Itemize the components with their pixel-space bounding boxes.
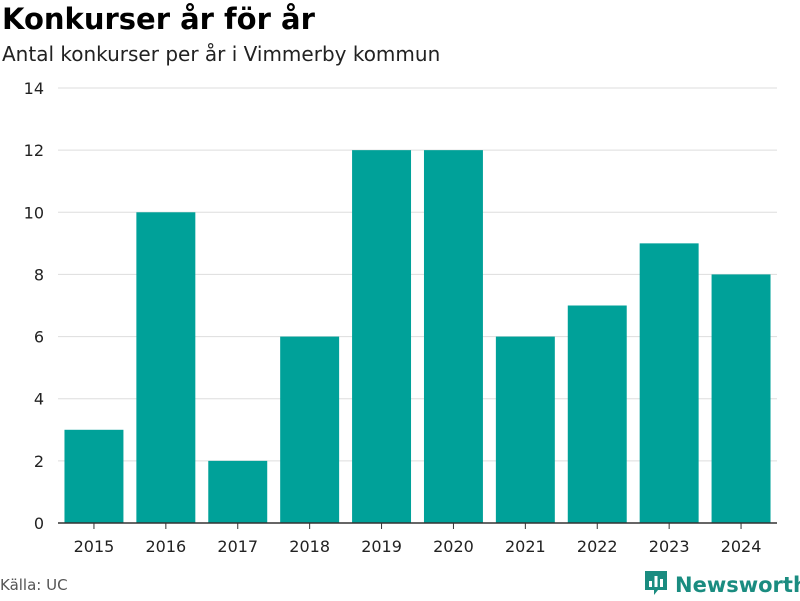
x-tick-label: 2023 — [649, 537, 690, 556]
y-tick-label: 12 — [24, 141, 44, 160]
bar-2021 — [495, 336, 555, 523]
brand-logo: Newsworthy — [643, 569, 800, 601]
bars — [64, 150, 771, 524]
bar-2020 — [423, 150, 483, 523]
x-tick-label: 2020 — [433, 537, 474, 556]
bar-2024 — [711, 274, 771, 523]
x-tick-label: 2018 — [289, 537, 330, 556]
y-tick-label: 10 — [24, 203, 44, 222]
x-tick-label: 2019 — [361, 537, 402, 556]
chart-title: Konkurser år för år — [2, 2, 315, 36]
bar-2015 — [64, 429, 124, 523]
bar-2023 — [639, 243, 699, 523]
x-axis-ticks: 2015 2016 2017 2018 2019 2020 2021 2022 2023 2024 — [74, 523, 762, 556]
x-tick-label: 2024 — [721, 537, 762, 556]
y-axis-ticks: 0 2 4 6 8 10 12 14 — [24, 79, 44, 533]
bar-2019 — [352, 150, 412, 523]
bar-2022 — [567, 305, 627, 523]
x-tick-label: 2022 — [577, 537, 618, 556]
y-tick-label: 2 — [34, 452, 44, 471]
brand-name: Newsworthy — [675, 573, 800, 597]
x-tick-label: 2017 — [217, 537, 258, 556]
chart-subtitle: Antal konkurser per år i Vimmerby kommun — [2, 42, 441, 66]
x-tick-label: 2015 — [74, 537, 115, 556]
y-tick-label: 0 — [34, 514, 44, 533]
bar-2017 — [208, 460, 268, 523]
source-note: Källa: UC — [0, 576, 68, 594]
bar-2016 — [136, 212, 196, 524]
bar-chart-speech-bubble-icon — [643, 569, 669, 601]
bar-2018 — [280, 336, 340, 523]
x-tick-label: 2021 — [505, 537, 546, 556]
y-tick-label: 14 — [24, 79, 44, 98]
y-tick-label: 8 — [34, 265, 44, 284]
x-tick-label: 2016 — [145, 537, 186, 556]
y-tick-label: 6 — [34, 328, 44, 347]
y-tick-label: 4 — [34, 390, 44, 409]
